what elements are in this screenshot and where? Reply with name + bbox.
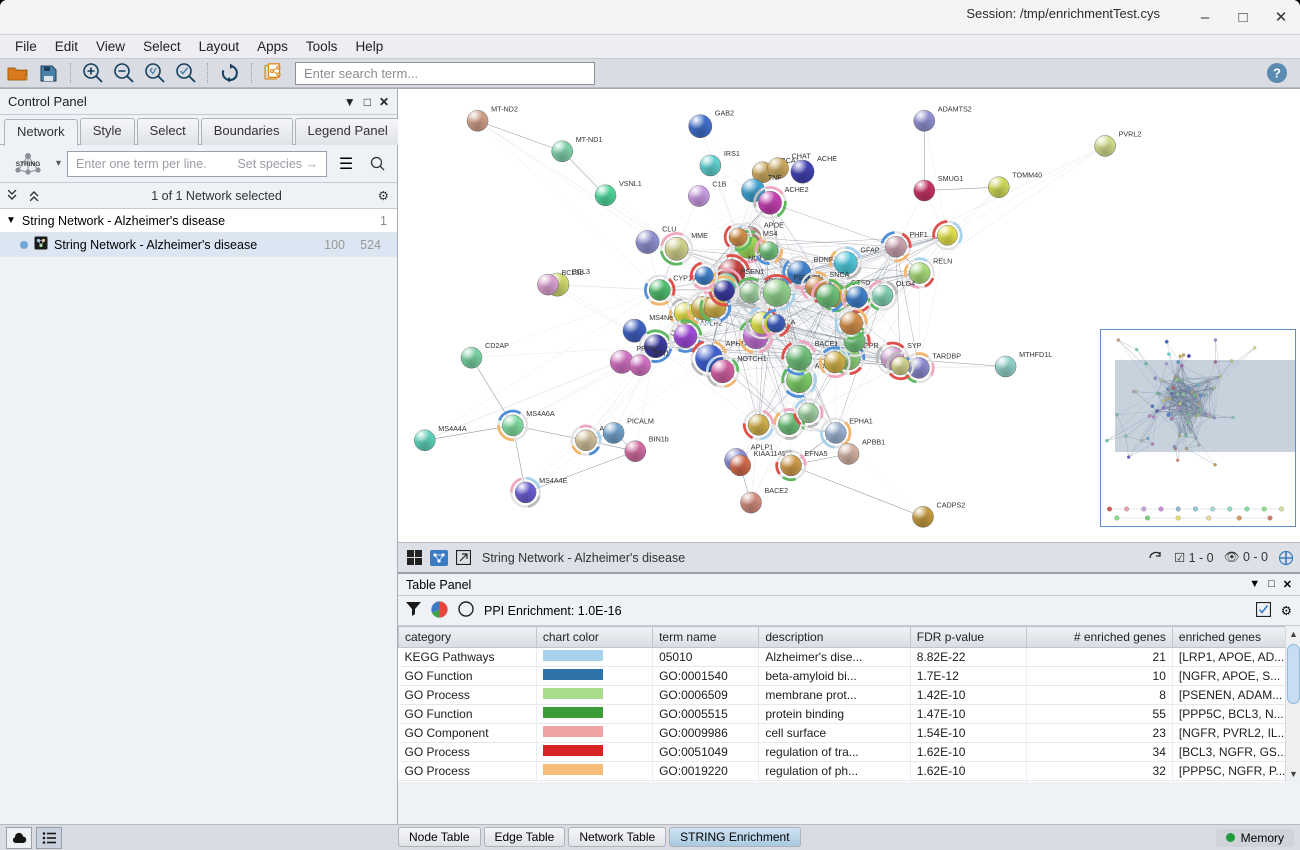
- svg-text:BIN1b: BIN1b: [649, 435, 669, 444]
- svg-text:TNF: TNF: [768, 173, 783, 182]
- svg-text:SNCA: SNCA: [830, 270, 850, 279]
- svg-text:MS4A4A: MS4A4A: [438, 424, 467, 433]
- svg-text:TARDBP: TARDBP: [932, 351, 961, 360]
- svg-text:PVRL2: PVRL2: [1119, 129, 1142, 138]
- svg-text:CHAT: CHAT: [792, 152, 812, 161]
- svg-text:STRING: STRING: [16, 161, 41, 168]
- svg-text:VSNL1: VSNL1: [619, 179, 642, 188]
- svg-text:SMUG1: SMUG1: [938, 174, 964, 183]
- svg-text:?: ?: [1273, 66, 1281, 81]
- svg-text:ACHE: ACHE: [817, 154, 837, 163]
- svg-text:EFNA5: EFNA5: [805, 449, 828, 458]
- svg-text:MS4A6A: MS4A6A: [526, 409, 555, 418]
- svg-text:EPHA1: EPHA1: [849, 416, 873, 425]
- svg-text:MTHFD1L: MTHFD1L: [1019, 350, 1052, 359]
- svg-text:TOMM40: TOMM40: [1012, 171, 1042, 180]
- svg-text:NOTCH1: NOTCH1: [737, 354, 767, 363]
- svg-text:CLU: CLU: [662, 224, 676, 233]
- svg-text:CD2AP: CD2AP: [485, 341, 509, 350]
- svg-text:MT-ND2: MT-ND2: [491, 104, 518, 113]
- svg-text:OLG4: OLG4: [896, 279, 915, 288]
- svg-text:ADAMTS2: ADAMTS2: [938, 104, 972, 113]
- svg-text:PHF1: PHF1: [909, 230, 927, 239]
- svg-text:MT-ND1: MT-ND1: [576, 135, 603, 144]
- svg-text:C1B: C1B: [712, 180, 726, 189]
- svg-text:SYP: SYP: [907, 341, 922, 350]
- svg-text:GAB2: GAB2: [715, 109, 734, 118]
- svg-text:RELN: RELN: [933, 257, 952, 266]
- svg-text:PSEN1: PSEN1: [741, 267, 765, 276]
- svg-text:GFAP: GFAP: [860, 245, 879, 254]
- svg-text:MS4A4E: MS4A4E: [539, 476, 568, 485]
- svg-text:ACHE2: ACHE2: [785, 185, 809, 194]
- svg-text:BACE2: BACE2: [765, 486, 789, 495]
- svg-text:PICALM: PICALM: [627, 416, 654, 425]
- svg-text:MS4Ne: MS4Ne: [649, 313, 673, 322]
- svg-text:BCL3b: BCL3b: [562, 268, 584, 277]
- svg-text:BIN1: BIN1: [654, 349, 670, 358]
- svg-text:BDNF: BDNF: [814, 255, 834, 264]
- svg-text:MME: MME: [691, 231, 708, 240]
- svg-text:IRS1: IRS1: [724, 149, 740, 158]
- svg-text:APBB1: APBB1: [862, 437, 885, 446]
- svg-text:CADPS2: CADPS2: [937, 500, 966, 509]
